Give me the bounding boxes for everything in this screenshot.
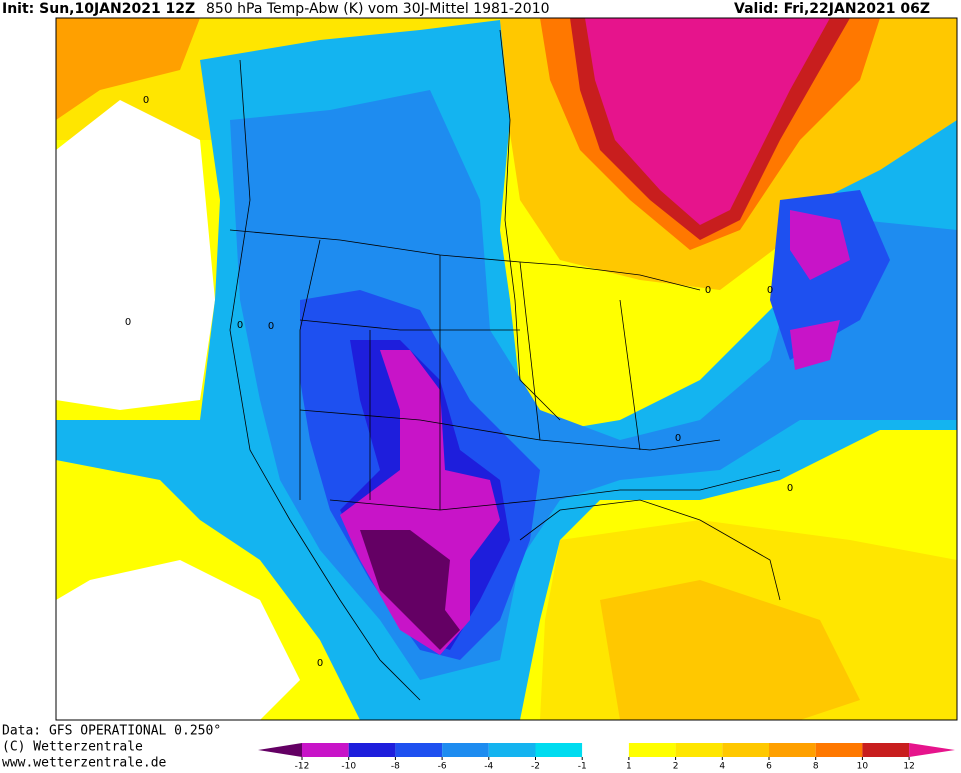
colorbar-segment [769,743,816,757]
colorbar-tick-label: -4 [484,762,493,772]
colorbar-segment [535,743,583,757]
colorbar-arrow [909,743,955,757]
contour-label: 0 [705,285,711,296]
map [56,18,957,720]
colorbar-tick-label: -8 [391,762,400,772]
colorbar-tick-label: 10 [857,762,869,772]
colorbar-segment [488,743,536,757]
map-title: 850 hPa Temp-Abw (K) vom 30J-Mittel 1981… [206,1,550,17]
map-frame [55,17,958,721]
colorbar-tick-label: 4 [719,762,725,772]
colorbar-tick-label: 2 [673,762,679,772]
colorbar-tick-label: -12 [295,762,310,772]
contour-label: 0 [317,658,323,669]
colorbar-segment [395,743,443,757]
contour-label: 0 [787,483,793,494]
colorbar-segment [348,743,396,757]
colorbar-tick-label: -10 [341,762,356,772]
colorbar-segment [582,743,629,757]
colorbar-tick-label: -6 [438,762,447,772]
colorbar-arrow [258,743,302,757]
contour-label: 0 [143,95,149,106]
colorbar-segment [862,743,910,757]
contour-label: 0 [125,317,131,328]
contour-label: 0 [268,321,274,332]
contour-label: 0 [767,285,773,296]
contour-label: 0 [675,433,681,444]
colorbar-tick-label: 6 [766,762,772,772]
colorbar-segment [675,743,723,757]
valid-label: Valid: Fri,22JAN2021 06Z [734,1,930,17]
colorbar-tick-label: -2 [531,762,540,772]
colorbar-segment [815,743,863,757]
colorbar-segment [302,743,349,757]
colorbar-tick-label: 8 [813,762,819,772]
colorbar-tick-label: 12 [903,762,914,772]
colorbar-segment [628,743,676,757]
colorbar-segment [442,743,489,757]
contour-label: 0 [237,320,243,331]
colorbar-tick-label: 1 [626,762,632,772]
footer-line: Data: GFS OPERATIONAL 0.250° [2,724,221,739]
colorbar-segment [722,743,769,757]
colorbar-tick-label: -1 [578,762,587,772]
init-label: Init: Sun,10JAN2021 12Z [2,1,195,17]
footer-line: (C) Wetterzentrale [2,740,143,755]
footer-line: www.wetterzentrale.de [2,756,167,771]
